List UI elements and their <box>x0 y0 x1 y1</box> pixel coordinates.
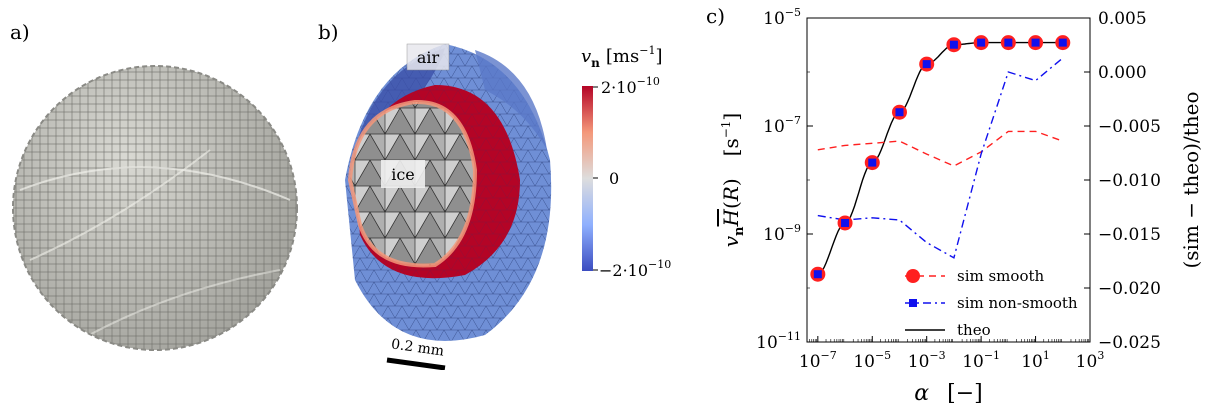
y-right-tick-label: −0.015 <box>1098 225 1161 245</box>
x-tick-label: 101 <box>1021 349 1050 372</box>
panel-c-label: c) <box>706 4 726 28</box>
y-right-tick-label: −0.020 <box>1098 279 1161 299</box>
data-point-square <box>841 218 850 227</box>
y-axis-label: vnH(R)[s−1] <box>719 113 747 248</box>
x-tick-label: 10−7 <box>799 349 837 372</box>
y-right-tick-label: −0.025 <box>1098 333 1161 353</box>
series-line <box>817 41 1063 275</box>
colorbar-title: vn [ms−1] <box>581 44 662 70</box>
alpha-sweep-chart: 10−7 10−5 10−3 10−1 101 103 10−5 10−7 10−9 10−11 0… <box>719 6 1203 406</box>
data-point-square <box>813 270 822 279</box>
y-right-tick-label: −0.005 <box>1098 117 1161 137</box>
x-tick-label: 103 <box>1076 349 1105 372</box>
legend-label: sim non-smooth <box>957 294 1078 312</box>
data-point-square <box>1031 38 1040 47</box>
data-point-square <box>922 60 931 69</box>
colorbar-max-label: 2·10−10 <box>601 75 660 97</box>
data-point-square <box>977 38 986 47</box>
colorbar: vn [ms−1] 2·10−10 0 −2·10−10 <box>581 44 671 276</box>
y-right-axis-label: (sim − theo)/theo <box>1179 91 1203 268</box>
ice-label: ice <box>391 165 415 184</box>
scale-bar <box>386 357 446 370</box>
y-tick-label: 10−5 <box>763 6 801 29</box>
x-tick-label: 10−5 <box>853 349 891 372</box>
legend-marker <box>909 299 917 307</box>
legend-marker <box>906 269 920 283</box>
series-line <box>817 57 1064 259</box>
legend-label: sim smooth <box>957 267 1044 285</box>
data-point-square <box>949 40 958 49</box>
y-right-tick-label: −0.010 <box>1098 171 1161 191</box>
y-tick-label: 10−7 <box>763 114 801 137</box>
data-point-square <box>868 158 877 167</box>
y-tick-label: 10−9 <box>763 222 801 245</box>
colorbar-min-label: −2·10−10 <box>599 258 671 276</box>
y-tick-label: 10−11 <box>756 330 801 353</box>
colorbar-mid-label: 0 <box>609 169 619 188</box>
data-point-square <box>1004 38 1013 47</box>
y-right-tick-label: 0.000 <box>1098 63 1147 83</box>
x-axis-label: α [−] <box>914 381 982 406</box>
data-point-square <box>895 108 904 117</box>
colorbar-gradient <box>582 86 593 271</box>
data-point-square <box>1058 38 1067 47</box>
x-tick-label: 10−3 <box>908 349 946 372</box>
legend-label: theo <box>957 321 991 339</box>
panel-a-label: a) <box>10 20 30 44</box>
scale-bar-label: 0.2 mm <box>390 336 445 359</box>
y-right-tick-label: 0.005 <box>1098 9 1147 29</box>
x-tick-label: 10−1 <box>962 349 1000 372</box>
voxel-sphere-render <box>12 65 298 351</box>
air-label: air <box>417 48 440 67</box>
series-line <box>817 130 1064 167</box>
panel-b-label: b) <box>318 20 339 44</box>
mesh-cross-section-render: air ice 0.2 mm <box>345 43 552 370</box>
